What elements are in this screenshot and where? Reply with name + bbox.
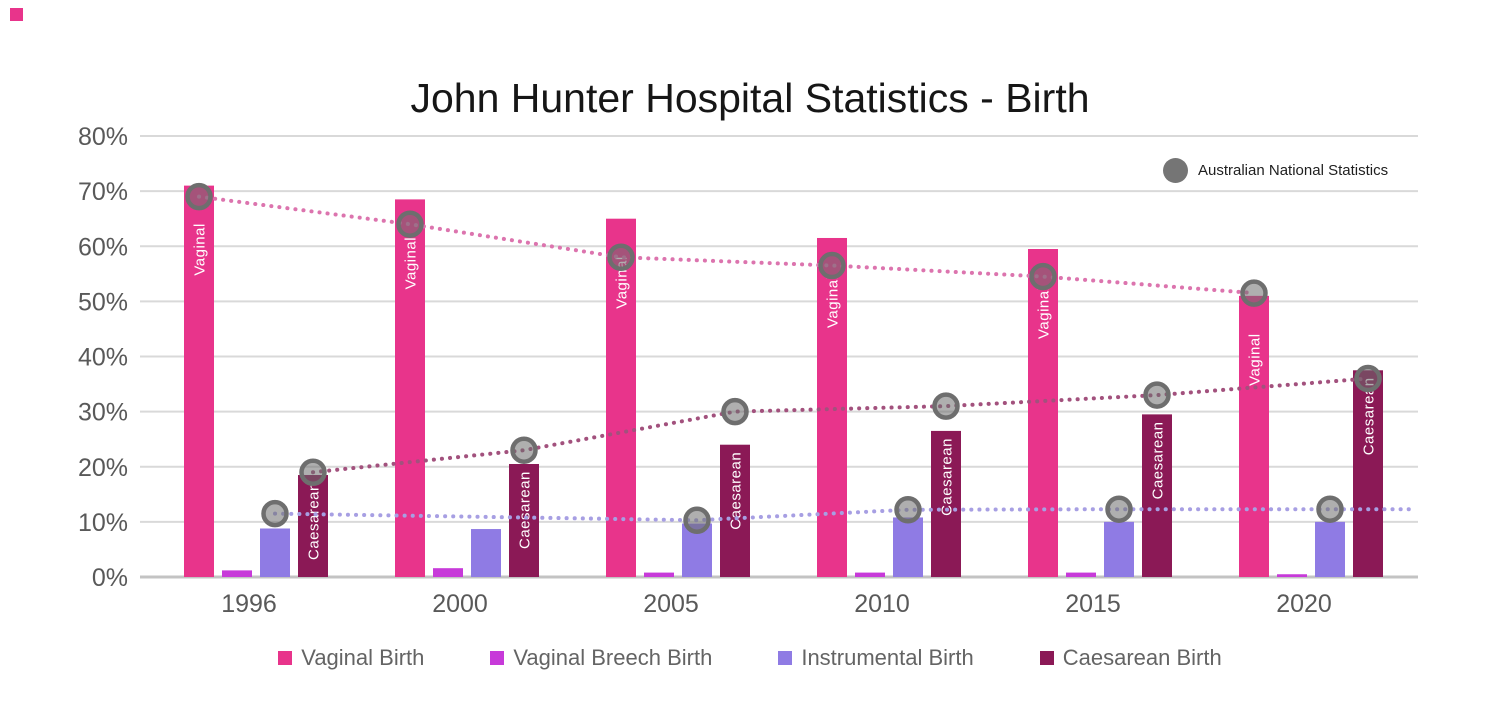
x-tick-label-1996: 1996 [221, 590, 277, 618]
national-dot-instrumental-2005 [683, 506, 711, 534]
bar-vaginal-breech-birth-2010 [855, 572, 885, 577]
national-dot-vaginal-2015 [1029, 262, 1057, 291]
bar-label-caesarean-2010: Caesarean [939, 438, 956, 516]
trend-line-caesarean [311, 376, 1370, 475]
national-dot-caesarean-2000 [510, 436, 538, 464]
legend-label: Vaginal Breech Birth [513, 645, 713, 670]
national-dot-caesarean-2015 [1143, 381, 1171, 409]
bar-label-vaginal-1996: Vaginal [192, 223, 209, 275]
national-dot-vaginal-2010 [818, 251, 846, 280]
national-dot-caesarean-1996 [299, 458, 327, 487]
bar-caesarean-birth-2000 [509, 463, 539, 577]
x-tick-label-2000: 2000 [432, 590, 488, 618]
national-dot-caesarean-2020 [1354, 364, 1382, 393]
trend-line-instrumental [273, 507, 1417, 523]
y-tick-label-20%: 20% [78, 454, 128, 482]
bar-vaginal-birth-2020 [1239, 295, 1269, 577]
bar-vaginal-birth-2015 [1028, 249, 1058, 577]
national-dot-instrumental-2010 [894, 495, 922, 524]
bar-caesarean-birth-2015 [1142, 414, 1172, 577]
bar-caesarean-birth-1996 [298, 475, 328, 577]
legend-item-caesarean-birth: Caesarean Birth [1039, 645, 1222, 671]
national-dot-vaginal-2005 [607, 243, 635, 272]
bar-instrumental-birth-1996 [260, 528, 290, 577]
bar-label-vaginal-2015: Vaginal [1036, 287, 1053, 339]
bar-vaginal-breech-birth-2020 [1277, 574, 1307, 577]
trend-line-vaginal [197, 194, 1256, 296]
bar-instrumental-birth-2000 [471, 529, 501, 577]
bar-label-caesarean-2015: Caesarean [1150, 421, 1167, 499]
bar-vaginal-breech-birth-2005 [644, 572, 674, 577]
legend-item-vaginal-birth: Vaginal Birth [278, 645, 424, 671]
legend-swatch-icon [1039, 651, 1054, 665]
bar-vaginal-breech-birth-1996 [222, 570, 252, 577]
bar-label-vaginal-2010: Vaginal [825, 276, 842, 328]
series-legend: Vaginal Birth Vaginal Breech Birth Instrum… [0, 645, 1500, 671]
national-statistics-marker-icon [1163, 158, 1188, 183]
legend-item-instrumental-birth: Instrumental Birth [778, 645, 974, 671]
y-tick-label-80%: 80% [78, 123, 128, 151]
legend-label: Vaginal Birth [301, 645, 425, 670]
y-tick-label-0%: 0% [92, 564, 128, 592]
corner-accent-square [10, 8, 23, 21]
bar-caesarean-birth-2010 [931, 430, 961, 577]
bar-caesarean-birth-2005 [720, 444, 750, 577]
bar-vaginal-birth-1996 [184, 185, 214, 578]
y-tick-label-60%: 60% [78, 233, 128, 261]
national-dot-vaginal-2000 [396, 210, 424, 238]
national-dot-vaginal-1996 [185, 182, 213, 211]
bar-label-caesarean-1996: Caesarean [306, 482, 323, 560]
bar-label-vaginal-2000: Vaginal [403, 237, 420, 289]
y-tick-label-30%: 30% [78, 399, 128, 427]
bar-vaginal-breech-birth-2000 [433, 568, 463, 577]
bar-label-caesarean-2000: Caesarean [517, 471, 534, 549]
page-title: John Hunter Hospital Statistics - Birth [410, 75, 1090, 122]
legend-item-vaginal-breech-birth: Vaginal Breech Birth [490, 645, 712, 671]
national-statistics-legend: Australian National Statistics [1163, 158, 1388, 183]
legend-swatch-icon [490, 651, 505, 665]
national-dot-caesarean-2010 [932, 392, 960, 420]
bar-instrumental-birth-2020 [1315, 521, 1345, 577]
x-tick-label-2005: 2005 [643, 590, 699, 618]
bar-caesarean-birth-2020 [1353, 370, 1383, 577]
y-tick-label-40%: 40% [78, 344, 128, 372]
national-dot-caesarean-2005 [721, 397, 749, 426]
bar-instrumental-birth-2010 [893, 517, 923, 577]
x-tick-label-2020: 2020 [1276, 590, 1332, 618]
y-tick-label-70%: 70% [78, 178, 128, 206]
legend-label: Instrumental Birth [801, 645, 974, 670]
legend-label: Caesarean Birth [1062, 645, 1222, 670]
bar-label-caesarean-2005: Caesarean [728, 452, 745, 530]
legend-swatch-icon [278, 651, 293, 665]
bar-vaginal-breech-birth-2015 [1066, 572, 1096, 577]
national-dot-vaginal-2020 [1240, 279, 1268, 307]
national-dot-instrumental-1996 [261, 499, 289, 528]
bar-label-vaginal-2020: Vaginal [1247, 333, 1264, 385]
legend-swatch-icon [778, 651, 793, 665]
national-statistics-legend-label: Australian National Statistics [1198, 162, 1389, 179]
national-dot-instrumental-2020 [1316, 495, 1344, 523]
y-tick-label-10%: 10% [78, 509, 128, 537]
x-tick-label-2015: 2015 [1065, 590, 1121, 618]
national-dot-instrumental-2015 [1105, 495, 1133, 523]
bar-label-caesarean-2020: Caesarean [1361, 377, 1378, 455]
y-tick-label-50%: 50% [78, 288, 128, 316]
bar-instrumental-birth-2015 [1104, 521, 1134, 577]
x-tick-label-2010: 2010 [854, 590, 910, 618]
